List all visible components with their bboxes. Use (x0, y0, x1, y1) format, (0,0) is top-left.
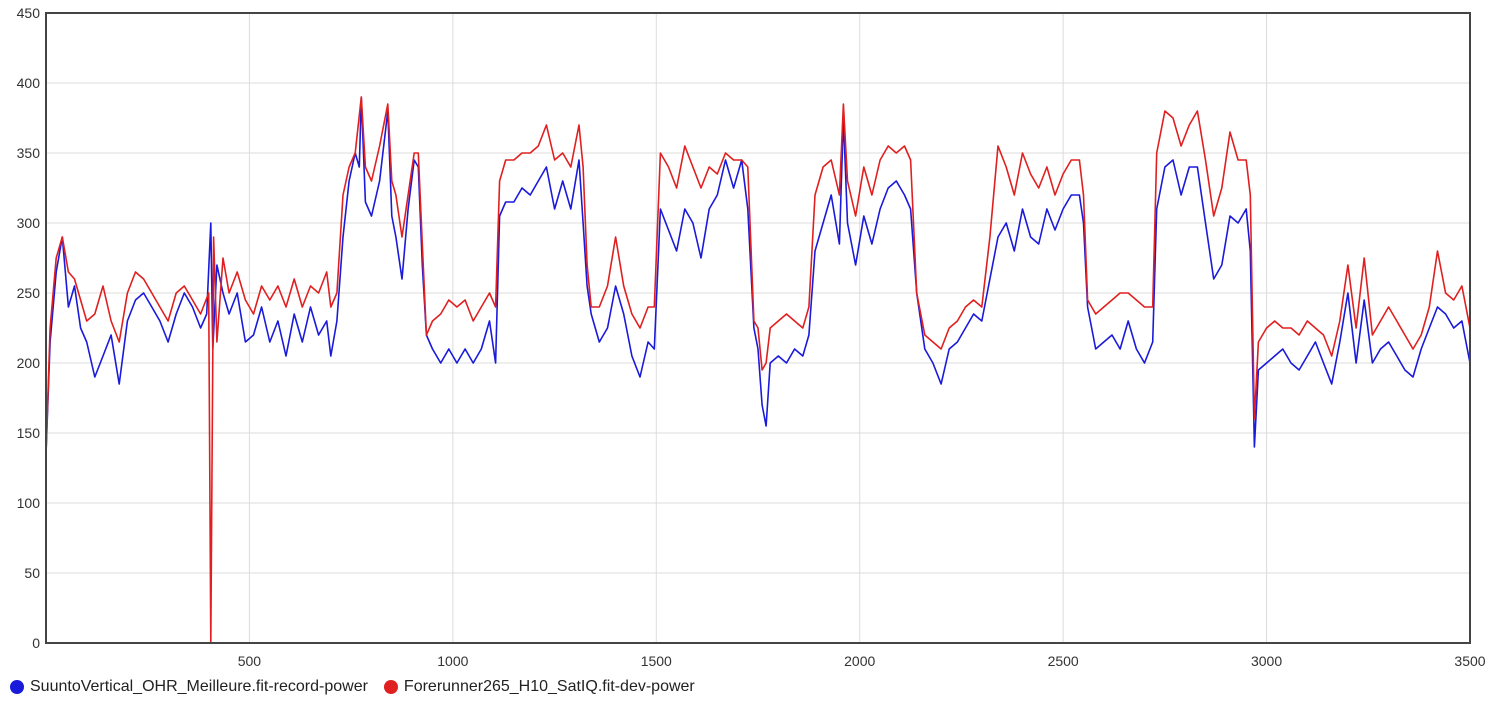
y-tick-label: 300 (17, 215, 41, 231)
legend-marker-forerunner (383, 680, 398, 694)
y-tick-label: 50 (24, 565, 40, 581)
legend-marker-suunto (10, 680, 24, 694)
y-tick-label: 200 (17, 355, 41, 371)
x-tick-label: 2500 (1048, 653, 1079, 669)
plot-frame (45, 12, 1471, 644)
legend-label-suunto: SuuntoVertical_OHR_Meilleure.fit-record-… (30, 678, 368, 695)
y-tick-label: 450 (17, 5, 41, 21)
legend-item-forerunner[interactable]: Forerunner265_H10_SatIQ.fit-dev-power (383, 678, 695, 696)
x-tick-label: 1000 (437, 653, 468, 669)
y-tick-label: 150 (17, 425, 41, 441)
x-tick-label: 1500 (641, 653, 672, 669)
series-lines (45, 96, 1471, 644)
x-tick-label: 500 (238, 653, 262, 669)
x-tick-label: 3000 (1251, 653, 1282, 669)
y-tick-label: 0 (32, 635, 40, 651)
x-tick-label: 3500 (1454, 653, 1485, 669)
y-tick-label: 250 (17, 285, 41, 301)
y-tick-label: 100 (17, 495, 41, 511)
legend-item-suunto[interactable]: SuuntoVertical_OHR_Meilleure.fit-record-… (10, 678, 368, 696)
x-axis-ticks: 500 1000 1500 2000 2500 3000 3500 (238, 653, 1486, 669)
legend: SuuntoVertical_OHR_Meilleure.fit-record-… (10, 676, 711, 698)
y-axis-ticks: 0 50 100 150 200 250 300 350 400 450 (17, 5, 41, 651)
x-tick-label: 2000 (844, 653, 875, 669)
y-tick-label: 400 (17, 75, 41, 91)
series-line-forerunner (45, 96, 1471, 644)
y-tick-label: 350 (17, 145, 41, 161)
series-line-suunto (45, 96, 1471, 455)
legend-label-forerunner: Forerunner265_H10_SatIQ.fit-dev-power (403, 678, 695, 695)
grid-lines (46, 12, 1471, 644)
power-line-chart: 0 50 100 150 200 250 300 350 400 450 500 1000 1500 2… (17, 5, 1486, 669)
